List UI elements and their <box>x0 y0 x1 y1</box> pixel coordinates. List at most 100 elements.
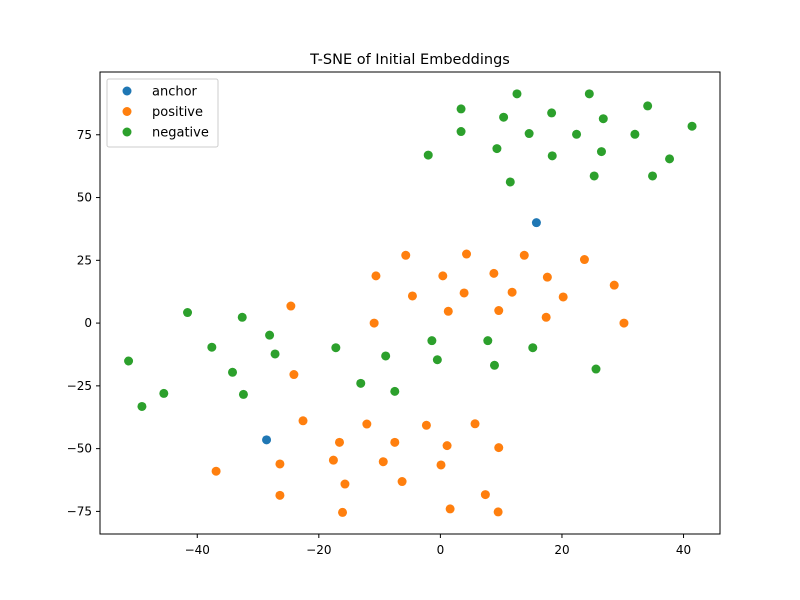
negative-point <box>589 171 599 181</box>
positive-point <box>275 459 285 469</box>
y-tick-label: 50 <box>77 191 92 205</box>
negative-point <box>584 89 594 99</box>
y-tick-label: −25 <box>67 379 92 393</box>
positive-point <box>298 416 308 426</box>
negative-point <box>331 343 341 353</box>
positive-point <box>493 507 503 517</box>
positive-point <box>459 288 469 298</box>
negative-point <box>237 312 247 322</box>
negative-point <box>238 389 248 399</box>
positive-point <box>338 507 348 517</box>
negative-point <box>183 308 193 318</box>
negative-point <box>207 342 217 352</box>
legend-marker-positive <box>122 107 132 116</box>
negative-point <box>591 364 601 374</box>
negative-point <box>596 147 606 157</box>
x-axis: −40 −20 0 20 40 <box>185 534 691 557</box>
legend-marker-anchor <box>122 86 132 96</box>
negative-point <box>270 349 280 359</box>
y-tick-label: 75 <box>77 128 92 142</box>
negative-point <box>648 171 658 181</box>
x-tick-label: 40 <box>676 543 691 557</box>
negative-point <box>547 108 557 118</box>
negative-point <box>492 144 502 154</box>
anchor-point <box>531 218 541 228</box>
x-tick-label: −40 <box>185 543 210 557</box>
negative-point <box>427 336 437 346</box>
positive-point <box>445 504 455 514</box>
negative-point <box>512 89 522 99</box>
positive-point <box>542 272 552 282</box>
chart-title: T-SNE of Initial Embeddings <box>309 52 510 68</box>
positive-point <box>494 306 504 316</box>
negative-point <box>124 356 134 366</box>
negative-point <box>572 129 582 139</box>
positive-point <box>289 370 299 380</box>
positive-point <box>340 479 350 489</box>
legend-label-anchor: anchor <box>152 85 198 100</box>
positive-point <box>407 291 417 301</box>
negative-point <box>159 388 169 398</box>
positive-point <box>362 419 372 429</box>
positive-point <box>558 292 568 302</box>
anchor-point <box>262 435 272 445</box>
negative-point <box>524 129 534 139</box>
y-tick-label: 25 <box>77 253 92 267</box>
x-tick-label: −20 <box>306 543 331 557</box>
x-tick-label: 0 <box>437 543 445 557</box>
legend-label-positive: positive <box>152 105 203 120</box>
positive-point <box>470 419 480 429</box>
positive-point <box>489 268 499 278</box>
negative-point <box>630 129 640 139</box>
positive-point <box>462 249 472 259</box>
negative-point <box>228 367 238 377</box>
positive-point <box>369 318 379 328</box>
negative-point <box>505 177 515 187</box>
positive-point <box>334 437 344 447</box>
plot-frame <box>99 71 721 535</box>
negative-point <box>687 121 697 131</box>
positive-point <box>443 306 453 316</box>
legend-marker-negative <box>122 127 132 137</box>
positive-point <box>397 477 407 487</box>
negative-point <box>381 351 391 361</box>
legend: anchor positive negative <box>106 78 219 148</box>
legend-frame <box>106 78 219 148</box>
negative-point <box>499 112 509 122</box>
negative-point <box>483 336 493 346</box>
positive-point <box>401 250 411 260</box>
negative-point <box>665 154 675 164</box>
positive-point <box>436 460 446 470</box>
points-layer <box>124 89 697 517</box>
positive-point <box>494 443 504 453</box>
negative-point <box>547 151 557 161</box>
legend-label-negative: negative <box>152 126 209 141</box>
positive-point <box>507 287 517 297</box>
negative-point <box>598 114 608 124</box>
positive-point <box>371 271 381 281</box>
x-tick-label: 20 <box>554 543 569 557</box>
negative-point <box>489 360 499 370</box>
negative-point <box>432 355 442 365</box>
positive-point <box>438 271 448 281</box>
positive-point <box>421 420 431 430</box>
positive-point <box>390 437 400 447</box>
positive-point <box>519 250 529 260</box>
positive-point <box>378 457 388 467</box>
y-tick-label: −50 <box>67 442 92 456</box>
positive-point <box>480 490 490 500</box>
positive-point <box>619 318 629 328</box>
negative-point <box>265 330 275 340</box>
y-axis: −75 −50 −25 0 25 50 75 <box>67 128 100 518</box>
positive-point <box>275 490 285 500</box>
positive-point <box>328 455 338 465</box>
negative-point <box>528 343 538 353</box>
negative-point <box>423 150 433 160</box>
positive-point <box>211 466 221 476</box>
negative-point <box>456 104 466 114</box>
positive-point <box>286 301 296 311</box>
positive-point <box>541 312 551 322</box>
positive-point <box>609 280 619 290</box>
positive-point <box>579 255 589 265</box>
